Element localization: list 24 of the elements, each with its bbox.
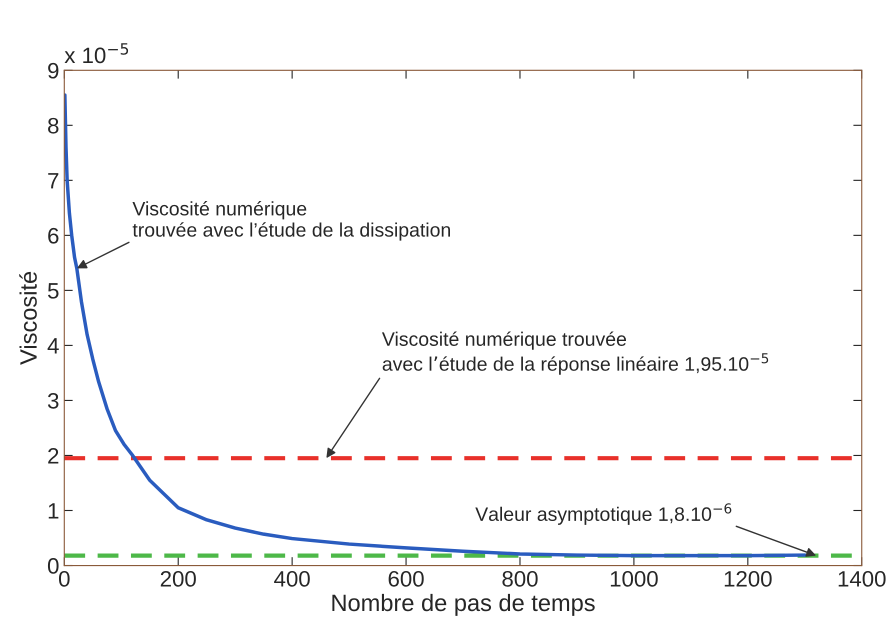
x-axis-title: Nombre de pas de temps: [332, 594, 595, 616]
y-tick-label: 3: [48, 392, 58, 409]
y-tick-label: 4: [48, 338, 59, 354]
y-axis-title: Viscosité: [19, 272, 37, 365]
y-tick-label: 8: [48, 118, 58, 134]
x-tick-label: 1200: [724, 570, 772, 587]
y-tick-label: 6: [48, 228, 58, 244]
text: x 10$^{−5}$: [64, 43, 128, 64]
annotation: Viscosité numérique trouvée avec l’étude de la réponse linéaire 1,95.10$^{−5}$: [382, 331, 768, 375]
y-tick-label: 9: [48, 62, 58, 79]
y-tick-label: 5: [48, 283, 59, 299]
x-tick-label: 800: [502, 570, 538, 587]
x-tick-label: 1400: [838, 570, 886, 587]
y-tick-label: 0: [48, 558, 59, 574]
x-tick-label: 0: [58, 570, 70, 587]
x-tick-label: 200: [160, 570, 196, 587]
x-tick-label: 400: [274, 570, 310, 587]
y-tick-label: 2: [48, 448, 58, 464]
x-tick-label: 1000: [610, 570, 658, 587]
y-tick-label: 1: [48, 503, 58, 519]
annotation: Valeur asymptotique 1,8.10$^{−6}$: [475, 503, 732, 525]
y-tick-label: 7: [48, 173, 58, 188]
annotation: Viscosité numérique trouvée avec l’étude de la dissipation: [132, 201, 450, 241]
x-tick-label: 600: [388, 570, 424, 587]
